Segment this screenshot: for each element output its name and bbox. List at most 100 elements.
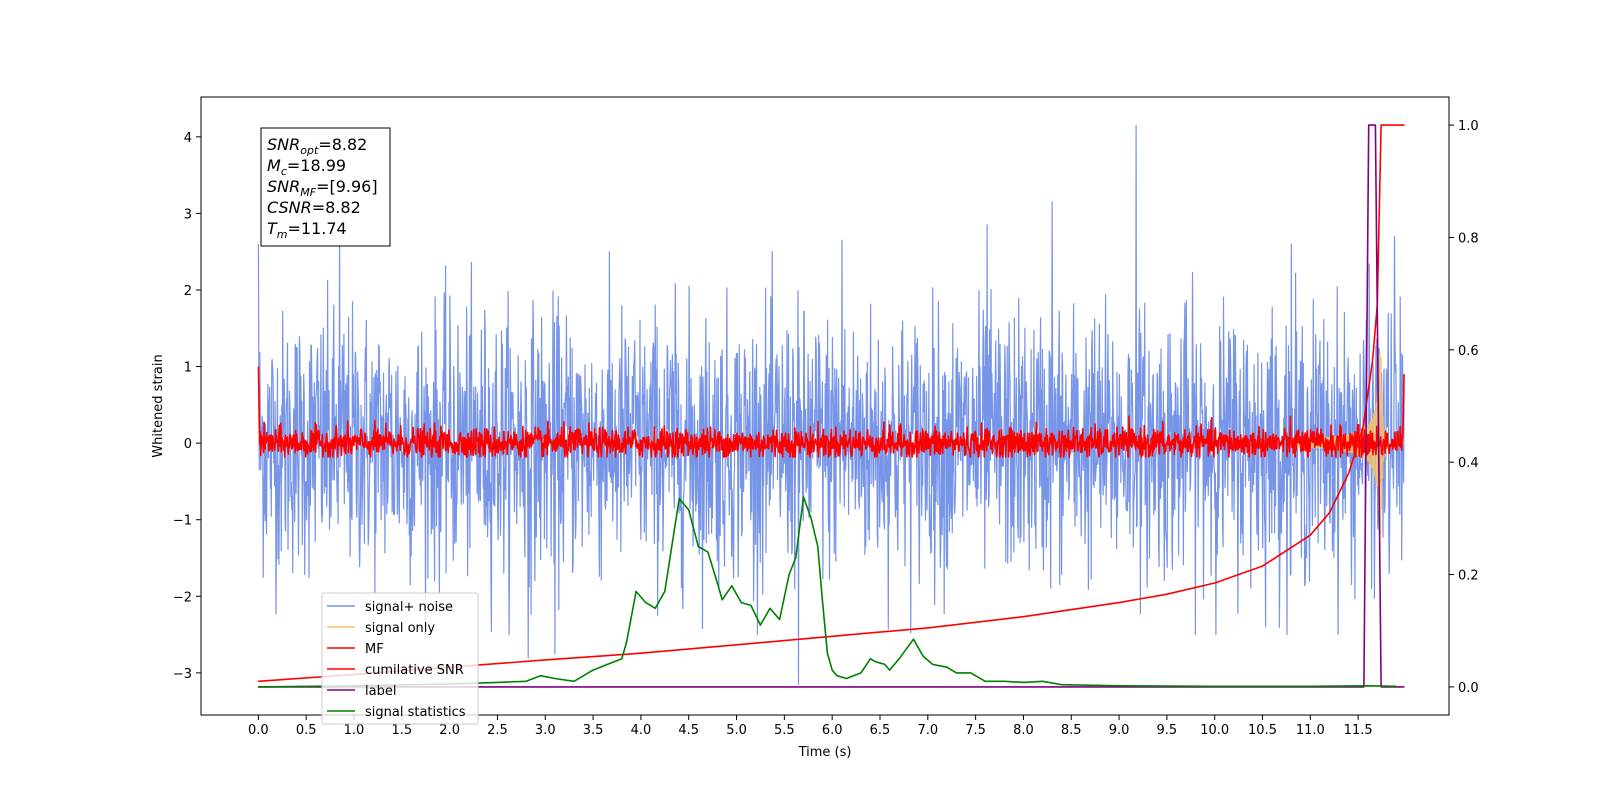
series-cumulative-snr-point [1118,602,1120,604]
legend-entry: signal statistics [365,705,466,720]
series-cumulative-snr-point [640,652,642,654]
x-tick-label: 8.5 [1061,723,1082,738]
series-mf [257,366,1405,458]
annotation-value: =[9.96] [316,177,378,196]
x-tick-label: 0.0 [248,723,269,738]
series-label-point [1403,686,1405,688]
series-signal-statistics-point [874,661,876,663]
series-signal-statistics-point [822,602,824,604]
series-cumulative-snr-point [1309,534,1311,536]
series-signal-statistics-point [257,686,259,688]
y2-tick-label: 0.6 [1458,344,1479,359]
x-tick-label: 4.5 [678,723,699,738]
x-tick-label: 11.5 [1344,723,1373,738]
x-tick-label: 10.0 [1200,723,1229,738]
y2-tick-label: 1.0 [1458,119,1479,134]
series-signal-statistics-point [788,573,790,576]
series-cumulative-snr-point [1214,582,1216,584]
annotation-value: =18.99 [287,156,346,175]
series-cumulative-snr-point [1403,124,1405,126]
x-tick-label: 9.0 [1109,723,1130,738]
series-signal-statistics-point [970,672,972,674]
y-axis-title: Whitened strain [151,354,166,457]
series-signal-statistics-point [731,585,733,587]
x-tick-label: 10.5 [1248,723,1277,738]
annotation-line: SNRopt=8.82 [267,135,367,157]
legend-entry: signal+ noise [365,600,453,615]
series-signal-statistics-point [817,545,819,548]
x-tick-label: 5.0 [726,723,747,738]
x-tick-label: 1.5 [391,723,412,738]
series-signal-statistics-point [1061,684,1063,686]
series-cumulative-snr-point [1371,360,1374,362]
series-signal-statistics-point [759,624,762,626]
legend: signal+ noise signal only MF cumilative SNR… [321,592,479,725]
annotation-subscript: c [281,165,287,178]
series-cumulative-snr-point [257,680,259,682]
y-tick-label: 2 [184,284,192,299]
y-tick-label: −2 [173,590,192,605]
x-tick-label: 3.5 [583,723,604,738]
series-signal-statistics-point [912,638,915,640]
series-signal-statistics-point [716,582,719,584]
x-tick-label: 3.0 [535,723,556,738]
series-signal-statistics-point [1022,681,1024,684]
annotation-subscript: MF [300,186,316,199]
series-signal-statistics-point [592,669,594,671]
annotation-symbol: M [267,156,281,175]
series-signal-statistics-point [707,551,709,553]
series-signal-statistics-point [845,677,848,680]
series-signal-statistics-point [946,666,948,668]
series-signal-statistics-point [645,602,647,604]
series-signal-statistics-point [496,681,499,684]
legend-entry: MF [365,642,384,657]
series-cumulative-snr-point [1362,427,1364,430]
y-axis-left: 4 3 2 1 0 −1 −2 −3 [173,131,201,682]
series-signal-statistics-point [573,680,575,682]
series-signal-statistics [258,496,1397,688]
x-tick-label: 4.0 [631,723,652,738]
series-label-point [1374,124,1376,126]
series-signal-statistics-point [626,641,628,643]
annotation-value: =11.74 [288,219,347,238]
series-signal-statistics-point [750,604,752,607]
series-signal-statistics-point [1395,685,1397,687]
legend-entry: label [365,684,396,699]
series-signal-statistics-point [678,498,680,500]
annotation-line: SNRMF=[9.96] [267,177,378,199]
y-tick-label: 4 [184,131,192,146]
annotation-value: =8.82 [318,135,367,154]
series-signal-statistics-point [1214,685,1216,687]
series-signal-statistics-point [654,607,656,609]
series-signal-statistics-point [860,672,862,674]
series-signal-statistics-point [779,618,781,621]
x-tick-label: 1.0 [344,723,365,738]
series-cumulative-snr-point [927,627,929,629]
series-signal-statistics-point [606,663,609,666]
series-signal-statistics-point [932,663,934,666]
series-cumulative-snr-point [735,644,738,646]
annotation-value: =8.82 [312,198,361,217]
series-signal-statistics-point [836,675,838,677]
series-signal-statistics-point [802,496,805,498]
annotation-line: Mc=18.99 [267,156,346,178]
series-signal-statistics-point [697,545,699,548]
series-signal-statistics-point [898,658,900,660]
series-cumulative-snr-point [544,659,546,661]
series-signal-statistics-point [955,672,958,674]
series-cumulative-snr-point [1022,616,1024,618]
annotation-frame [260,127,391,247]
series-signal-statistics-point [1118,685,1120,687]
x-axis-title: Time (s) [798,745,852,760]
series-signal-statistics-point [831,669,833,671]
x-tick-label: 6.0 [822,723,843,738]
x-tick-label: 0.5 [296,723,317,738]
series-signal-statistics-point [769,607,771,609]
y2-tick-label: 0.2 [1458,569,1479,584]
series-signal-statistics-point [889,669,891,671]
series-signal-statistics-point [721,599,723,601]
series-signal-statistics-point [635,590,637,593]
y2-tick-label: 0.4 [1458,456,1479,471]
series-cumulative-snr-point [1380,124,1382,126]
